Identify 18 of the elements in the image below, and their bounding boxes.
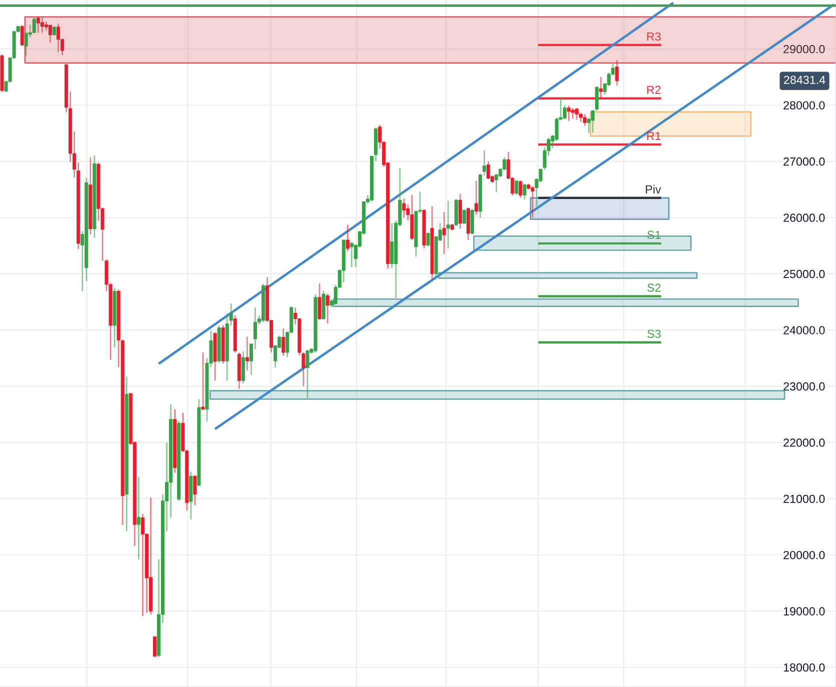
y-tick-label: 19000.0 <box>784 607 825 616</box>
y-tick-label: 26000.0 <box>784 214 825 222</box>
y-tick-label: 23000.0 <box>784 382 825 391</box>
y-tick-label: 22000.0 <box>784 438 825 447</box>
y-tick-label: 24000.0 <box>784 326 825 334</box>
ref-line-label: R3 <box>647 32 661 41</box>
y-tick-label: 20000.0 <box>784 550 825 560</box>
annotation: 28431.4 <box>784 76 826 84</box>
y-tick-label: 28000.0 <box>784 101 825 110</box>
ref-line-label: Piv <box>646 184 662 194</box>
y-tick-label: 18000.0 <box>784 663 825 672</box>
y-tick-label: 29000.0 <box>784 44 825 54</box>
y-tick-label: 25000.0 <box>784 270 825 278</box>
y-tick-label: 21000.0 <box>784 494 825 504</box>
ref-line-label: R2 <box>647 86 661 94</box>
ref-line-label: S2 <box>647 284 661 292</box>
y-tick-label: 27000.0 <box>784 157 825 166</box>
ref-line-label: S3 <box>647 330 661 338</box>
